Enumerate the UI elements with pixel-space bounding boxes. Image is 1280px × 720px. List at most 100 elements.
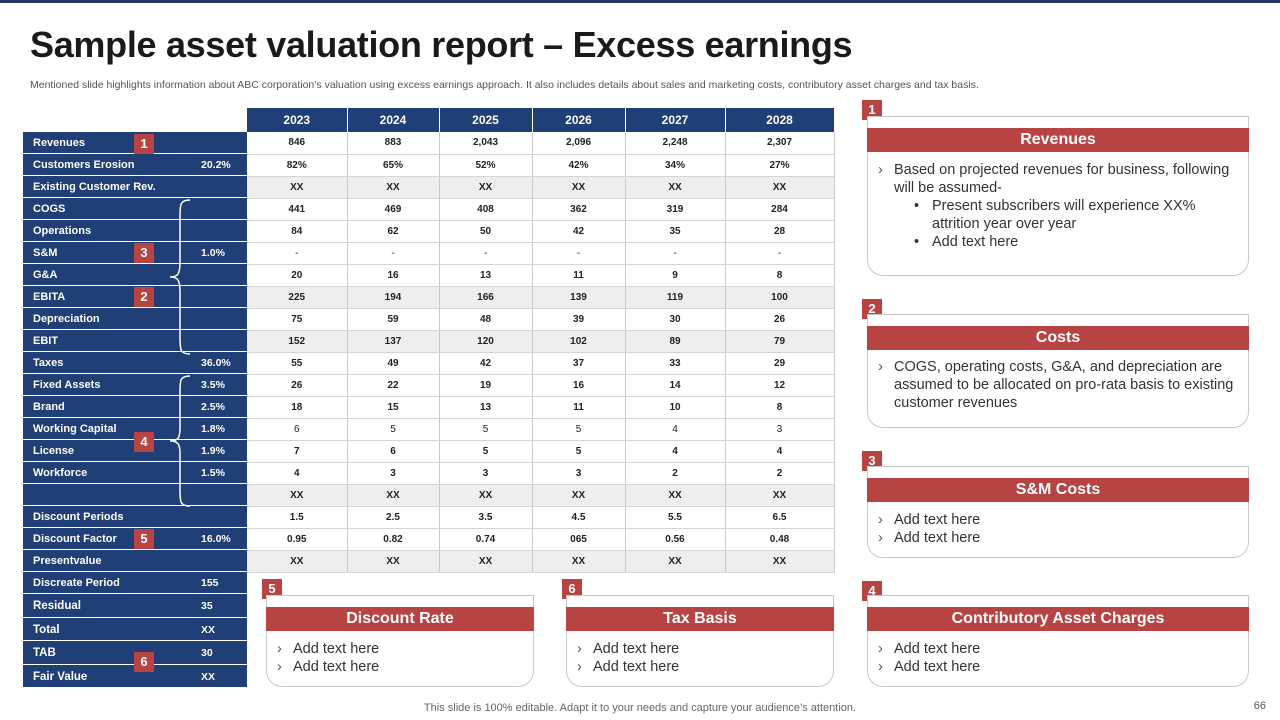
table-cell: 4 [725,440,835,463]
table-cell: - [625,242,726,265]
table-row: 26 22 19 16 14 12 [247,374,835,397]
table-cell: 26 [247,374,348,397]
contributory-card: Contributory Asset Charges Add text here… [867,595,1249,687]
table-cell: 846 [247,132,348,155]
sm-costs-card: S&M Costs Add text here Add text here [867,466,1249,558]
year-header: 2025 [439,108,533,132]
table-cell: 3.5 [439,506,533,529]
table-cell: 13 [439,264,533,287]
top-accent-bar [0,0,1280,3]
table-cell: - [247,242,348,265]
summary-value: 155 [201,577,219,589]
summary-label: Fair Value [33,670,88,683]
table-cell: 22 [347,374,440,397]
row-label: G&A [33,269,58,281]
contributory-bullet: Add text here [876,640,1238,658]
table-cell: 139 [532,286,626,309]
table-cell: XX [532,176,626,199]
summary-row: Fair Value XX [23,664,247,688]
table-cell: XX [532,484,626,507]
card-number-revenues: 1 [862,100,882,120]
discount-rate-bullet: Add text here [275,658,523,676]
row-pct: 1.5% [201,467,225,479]
summary-label: Residual [33,600,81,612]
table-row: 20 16 13 11 9 8 [247,264,835,287]
table-cell: 883 [347,132,440,155]
table-cell: 82% [247,154,348,177]
table-row: XX XX XX XX XX XX [247,484,835,507]
table-cell: 65% [347,154,440,177]
table-cell: XX [439,176,533,199]
table-cell: 12 [725,374,835,397]
year-header-row: 2023 2024 2025 2026 2027 2028 [247,108,835,132]
table-cell: XX [725,176,835,199]
table-cell: 48 [439,308,533,331]
label-row: Existing Customer Rev. [23,176,247,198]
summary-value: XX [201,670,216,683]
table-cell: 75 [247,308,348,331]
table-cell: 2 [725,462,835,485]
row-pct: 1.8% [201,423,225,435]
table-row: XX XX XX XX XX XX [247,550,835,573]
summary-label: TAB [33,647,56,659]
revenues-card-intro: Based on projected revenues for business… [876,161,1238,197]
table-cell: 42% [532,154,626,177]
table-cell: 6 [347,440,440,463]
label-row: Taxes 36.0% [23,352,247,374]
table-cell: 2,096 [532,132,626,155]
row-pct: 3.5% [201,379,225,391]
label-row: Fixed Assets 3.5% [23,374,247,396]
tax-basis-card-title: Tax Basis [566,607,834,631]
table-cell: 120 [439,330,533,353]
table-cell: 137 [347,330,440,353]
table-row: XX XX XX XX XX XX [247,176,835,199]
discount-rate-card-body: Add text here Add text here [275,640,523,676]
table-cell: 1.5 [247,506,348,529]
table-cell: 10 [625,396,726,419]
marker-license: 4 [134,432,154,452]
table-cell: 14 [625,374,726,397]
row-label: S&M [33,247,58,259]
row-label: Working Capital [33,423,117,435]
table-cell: XX [347,484,440,507]
table-row: 441 469 408 362 319 284 [247,198,835,221]
table-cell: 2 [625,462,726,485]
year-header: 2024 [347,108,440,132]
table-cell: 319 [625,198,726,221]
table-cell: 2,043 [439,132,533,155]
table-cell: 0.82 [347,528,440,551]
table-cell: 284 [725,198,835,221]
year-header: 2023 [247,108,348,132]
table-row: 1.5 2.5 3.5 4.5 5.5 6.5 [247,506,835,529]
label-row [23,484,247,506]
table-cell: 2.5 [347,506,440,529]
table-cell: 4 [625,418,726,441]
table-cell: 5 [347,418,440,441]
table-cell: 3 [439,462,533,485]
table-cell: 52% [439,154,533,177]
table-cell: 2,248 [625,132,726,155]
row-label: EBITA [33,291,66,303]
table-cell: 11 [532,264,626,287]
row-label: Taxes [33,357,64,369]
label-row: Depreciation [23,308,247,330]
row-label: License [33,445,74,457]
table-cell: XX [247,484,348,507]
table-cell: 5 [532,440,626,463]
label-row: Customers Erosion 20.2% [23,154,247,176]
costs-card-text: COGS, operating costs, G&A, and deprecia… [876,358,1238,412]
table-cell: 19 [439,374,533,397]
sm-costs-bullet: Add text here [876,529,1238,547]
table-cell: 119 [625,286,726,309]
sm-costs-bullet: Add text here [876,511,1238,529]
year-header: 2026 [532,108,626,132]
table-row: 75 59 48 39 30 26 [247,308,835,331]
row-pct: 36.0% [201,357,231,369]
table-cell: 33 [625,352,726,375]
table-cell: 408 [439,198,533,221]
tax-basis-bullet: Add text here [575,640,823,658]
row-label: Workforce [33,467,88,479]
tax-basis-bullet: Add text here [575,658,823,676]
